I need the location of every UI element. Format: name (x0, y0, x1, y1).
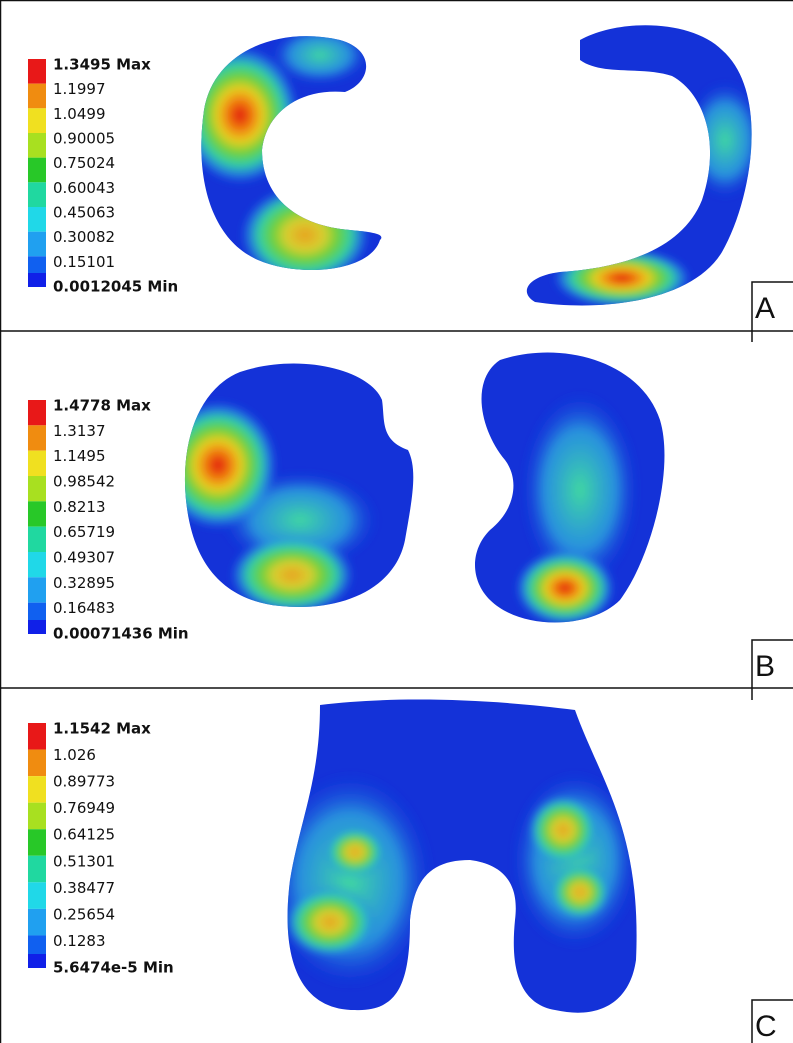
meniscus-right (520, 10, 770, 320)
legend-label: 0.76949 (53, 799, 115, 817)
legend-label: 1.3137 (53, 422, 106, 440)
legend-swatch (28, 108, 46, 133)
legend-label: 1.1542 Max (53, 720, 151, 738)
legend-label: 0.45063 (53, 204, 115, 222)
legend-swatch (28, 776, 46, 803)
panel-label: B (755, 650, 775, 683)
legend-swatch (28, 232, 46, 257)
legend-swatch (28, 59, 46, 84)
legend-swatch (28, 909, 46, 936)
panel-label: A (755, 292, 775, 325)
legend-label: 0.60043 (53, 179, 115, 197)
legend-label: 0.51301 (53, 852, 115, 870)
legend-swatch (28, 182, 46, 207)
legend-swatch (28, 856, 46, 883)
legend-swatch (28, 451, 46, 476)
legend-swatch (28, 501, 46, 526)
legend-swatch (28, 750, 46, 777)
legend-swatch (28, 577, 46, 602)
legend-swatch (28, 158, 46, 183)
legend-swatch (28, 723, 46, 750)
legend-swatch (28, 273, 46, 287)
legend-label: 5.6474e-5 Min (53, 959, 174, 977)
cartilage-right (460, 340, 680, 640)
legend-label: 0.32895 (53, 574, 115, 592)
legend-swatch (28, 954, 46, 968)
legend-label: 0.49307 (53, 549, 115, 567)
legend-label: 0.15101 (53, 253, 115, 271)
legend-label: 0.98542 (53, 473, 115, 491)
figure: 1.3495 Max 1.1997 1.0499 0.90005 0.75024 0.60… (0, 0, 793, 1043)
legend-label: 0.75024 (53, 154, 115, 172)
legend-label: 0.38477 (53, 879, 115, 897)
legend-label: 0.25654 (53, 905, 115, 923)
legend-label: 0.1283 (53, 932, 106, 950)
legend-label: 0.64125 (53, 826, 115, 844)
legend-label: 1.3495 Max (53, 56, 151, 74)
legend-label: 1.1997 (53, 80, 106, 98)
meniscus-left (180, 20, 400, 290)
legend-label: 0.00071436 Min (53, 625, 189, 643)
legend-label: 0.0012045 Min (53, 278, 178, 296)
legend-swatch (28, 207, 46, 232)
legend-label: 0.90005 (53, 130, 115, 148)
legend-swatch (28, 425, 46, 450)
legend-label: 1.4778 Max (53, 397, 151, 415)
panel-label: C (755, 1010, 777, 1043)
femoral-cartilage (265, 690, 650, 1020)
legend-label: 1.026 (53, 746, 96, 764)
legend-swatch (28, 527, 46, 552)
legend-swatch (28, 620, 46, 634)
legend-label: 0.8213 (53, 498, 106, 516)
legend-label: 1.1495 (53, 447, 106, 465)
cartilage-left (158, 340, 430, 620)
legend-swatch (28, 400, 46, 425)
legend-swatch (28, 882, 46, 909)
legend-swatch (28, 829, 46, 856)
legend-swatch (28, 552, 46, 577)
legend-swatch (28, 476, 46, 501)
legend-label: 0.30082 (53, 228, 115, 246)
legend-label: 1.0499 (53, 105, 106, 123)
legend-swatch (28, 84, 46, 109)
legend-swatch (28, 133, 46, 158)
legend-swatch (28, 803, 46, 830)
legend-label: 0.89773 (53, 773, 115, 791)
legend-label: 0.65719 (53, 523, 115, 541)
legend-label: 0.16483 (53, 599, 115, 617)
